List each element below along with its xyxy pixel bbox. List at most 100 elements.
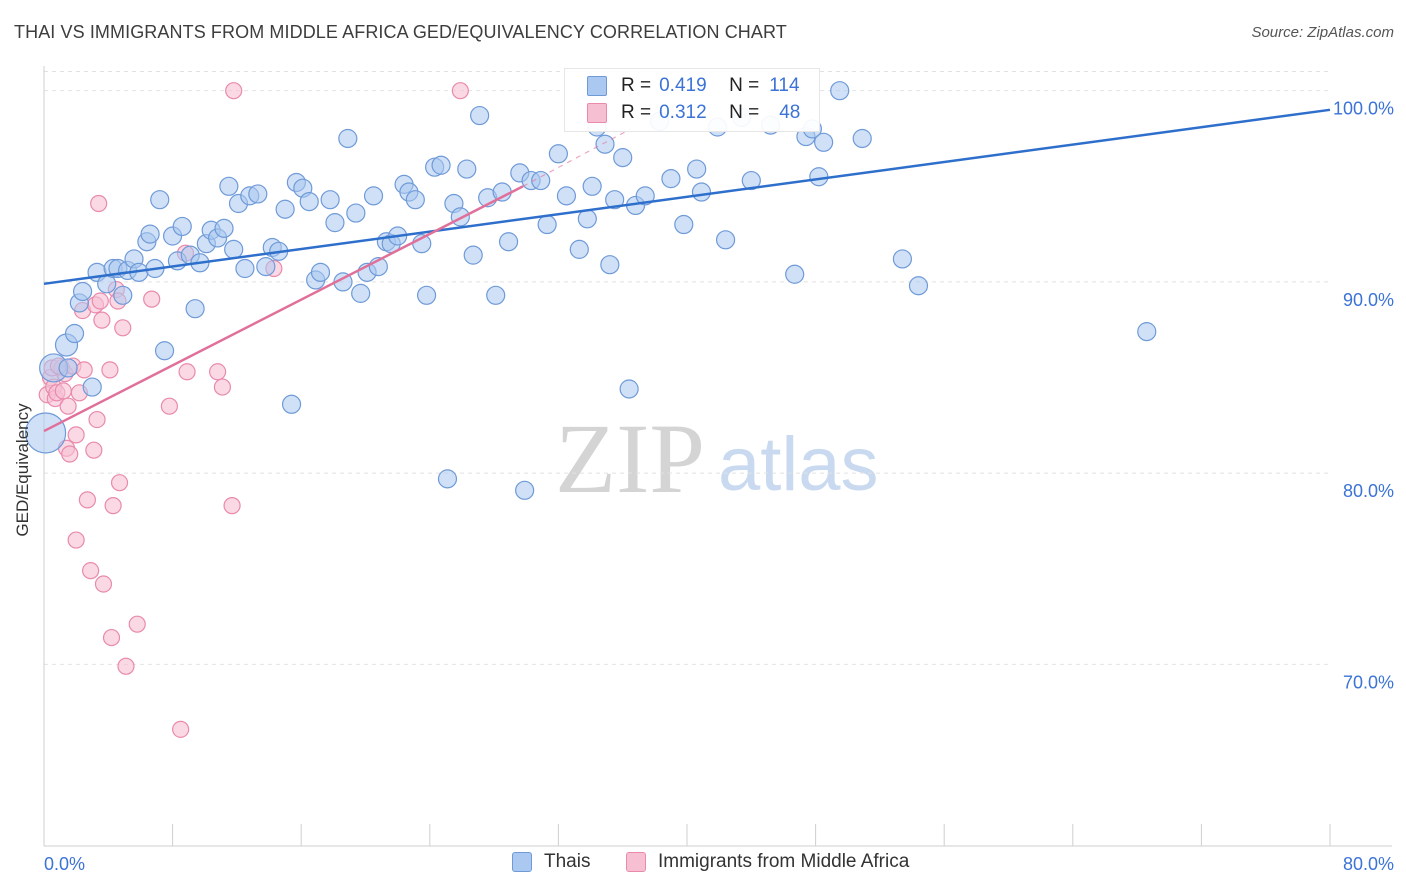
thais-point — [150, 190, 170, 210]
thais-point — [320, 190, 340, 210]
africa-point — [110, 474, 129, 492]
r-label: R = — [621, 102, 652, 123]
thais-point — [363, 186, 384, 206]
africa-point — [61, 445, 79, 463]
thais-point — [416, 285, 437, 305]
africa-point — [223, 497, 241, 515]
thais-point — [613, 148, 633, 168]
thais-point — [405, 190, 425, 210]
y-axis-label: GED/Equivalency — [13, 403, 32, 537]
thais-point — [809, 167, 829, 187]
africa-point — [114, 319, 132, 337]
thais-point — [486, 285, 506, 305]
thais-point — [437, 469, 458, 489]
thais-point — [814, 132, 834, 152]
thais-point — [310, 262, 331, 282]
thais-point — [64, 323, 85, 344]
thais-point — [219, 176, 239, 196]
thais-point — [892, 249, 913, 269]
thais-point — [235, 258, 255, 279]
africa-swatch — [587, 103, 607, 123]
thais-point — [674, 214, 694, 235]
legend-label-thais: Thais — [544, 851, 591, 872]
africa-point — [82, 562, 100, 580]
thais-point — [830, 81, 850, 101]
thais-point — [299, 191, 319, 212]
thais-point — [72, 281, 93, 302]
africa-point — [128, 615, 146, 633]
africa-point — [104, 497, 122, 515]
africa-point — [78, 491, 97, 509]
thais-point — [741, 170, 761, 191]
thais-point — [140, 224, 160, 244]
africa-point — [101, 361, 119, 379]
thais-point — [715, 230, 736, 250]
thais-point — [457, 159, 477, 179]
thais-point — [431, 155, 451, 175]
africa-point — [213, 378, 232, 396]
thais-point — [82, 377, 102, 397]
africa-legend-swatch — [626, 852, 646, 872]
thais-point — [852, 128, 872, 149]
n-value: 114 — [769, 75, 800, 96]
y-tick-label: 80.0% — [1343, 481, 1394, 501]
africa-point — [88, 410, 106, 429]
africa-point — [178, 363, 196, 381]
thais-point — [113, 285, 133, 305]
y-tick-label: 100.0% — [1333, 99, 1394, 119]
africa-point — [94, 575, 113, 593]
thais-point — [154, 341, 175, 361]
thais-point — [605, 190, 625, 210]
africa-trendline-extension — [522, 128, 632, 187]
thais-legend-swatch — [512, 852, 532, 872]
africa-point — [85, 441, 103, 459]
africa-point — [209, 363, 227, 381]
africa-point — [102, 628, 121, 647]
thais-point — [351, 283, 371, 303]
thais-point — [556, 186, 577, 206]
thais-point — [515, 480, 535, 500]
watermark-atlas: atlas — [718, 422, 879, 507]
thais-point — [582, 176, 602, 196]
africa-point — [91, 292, 109, 310]
legend-item-thais[interactable]: Thais — [512, 851, 590, 873]
africa-point — [117, 657, 135, 675]
legend-label-africa: Immigrants from Middle Africa — [658, 851, 910, 872]
thais-point — [58, 358, 78, 378]
series-legend: Thais Immigrants from Middle Africa — [0, 851, 1406, 877]
africa-trendline — [43, 185, 524, 433]
y-tick-label: 90.0% — [1343, 290, 1394, 310]
y-tick-label: 70.0% — [1343, 672, 1394, 692]
thais-point — [224, 239, 244, 259]
stats-legend: R = 0.419 N = 114 R = 0.312 N = 48 — [564, 68, 820, 132]
africa-point — [143, 290, 161, 308]
africa-point — [451, 82, 469, 100]
thais-point — [214, 218, 234, 238]
thais-point — [600, 255, 620, 275]
thais-trendline — [43, 108, 1331, 286]
thais-point — [577, 209, 597, 229]
thais-point — [691, 182, 712, 202]
thais-point — [248, 184, 268, 204]
source-credit: Source: ZipAtlas.com — [1251, 24, 1394, 41]
africa-point — [67, 426, 85, 444]
thais-point — [687, 159, 707, 179]
thais-point — [325, 213, 345, 233]
thais-point — [785, 264, 805, 284]
thais-point — [569, 239, 589, 259]
legend-item-africa[interactable]: Immigrants from Middle Africa — [626, 851, 909, 873]
n-label: N = — [729, 75, 760, 96]
thais-point — [275, 199, 295, 219]
thais-point — [463, 245, 483, 265]
thais-point — [25, 412, 67, 454]
thais-point — [661, 169, 681, 189]
r-value: 0.312 — [659, 102, 707, 123]
africa-point — [90, 194, 108, 213]
r-value: 0.419 — [659, 75, 707, 96]
watermark-zip: ZIP — [555, 403, 705, 514]
thais-point — [338, 128, 358, 149]
x-tick-label: 80.0% — [1343, 854, 1394, 874]
africa-point — [172, 720, 190, 738]
legend-row-thais: R = 0.419 N = 114 — [587, 73, 800, 99]
